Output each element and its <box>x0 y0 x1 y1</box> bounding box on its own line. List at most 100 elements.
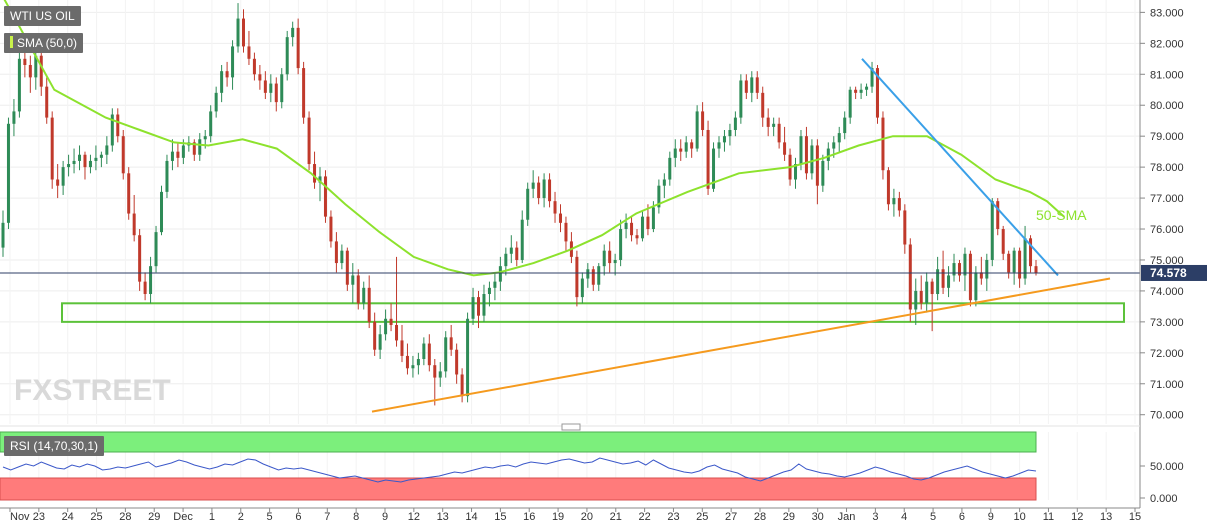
x-tick-label: 9 <box>988 511 994 523</box>
candle-body <box>837 133 841 143</box>
candle-body <box>750 77 754 93</box>
candle-body <box>220 71 224 93</box>
candle-body <box>826 148 830 161</box>
candle-body <box>444 337 448 372</box>
candle-body <box>722 136 726 143</box>
candle-body <box>673 148 677 158</box>
x-tick-label: Jan <box>838 511 856 523</box>
sma-legend[interactable]: SMA (50,0) <box>4 33 84 53</box>
candle-body <box>619 229 623 260</box>
candle-body <box>345 250 349 285</box>
candle-body <box>695 111 699 149</box>
candle-body <box>94 157 98 161</box>
x-tick-label: 6 <box>295 511 301 523</box>
candle-body <box>657 185 661 208</box>
candle-body <box>231 46 235 78</box>
price-tick-label: 73.000 <box>1150 317 1184 329</box>
candle-body <box>395 324 399 341</box>
candle-body <box>591 269 595 285</box>
candle-body <box>968 253 972 301</box>
x-tick-label: 28 <box>119 511 131 523</box>
candle-body <box>99 154 103 158</box>
last-price-badge <box>1141 264 1207 281</box>
candle-body <box>165 160 169 192</box>
candle-body <box>520 219 524 260</box>
rsi-tick-label: 0.000 <box>1150 493 1178 505</box>
candle-body <box>280 74 284 103</box>
candle-body <box>17 58 21 112</box>
instrument-label[interactable]: WTI US OIL <box>4 6 81 26</box>
x-tick-label: 29 <box>148 511 160 523</box>
candle-body <box>996 201 1000 230</box>
candle-body <box>422 343 426 360</box>
x-tick-label: 23 <box>33 511 45 523</box>
candle-body <box>258 74 262 81</box>
support-zone <box>61 302 1125 323</box>
candle-body <box>159 191 164 233</box>
candle-body <box>804 136 808 174</box>
candle-body <box>313 164 317 183</box>
candle-body <box>897 198 901 211</box>
price-tick-label: 77.000 <box>1150 193 1184 205</box>
candle-body <box>668 157 672 180</box>
candle-body <box>23 58 27 65</box>
candle-body <box>6 123 10 223</box>
x-tick-label: 15 <box>494 511 506 523</box>
candle-body <box>405 355 409 369</box>
x-tick-label: 1 <box>209 511 215 523</box>
x-tick-label: 25 <box>90 511 102 523</box>
candle-body <box>487 287 491 295</box>
candle-body <box>176 151 180 158</box>
candle-body <box>241 18 245 47</box>
pane-resize-handle <box>561 423 581 431</box>
candle-body <box>493 281 497 288</box>
candle-body <box>411 365 415 369</box>
x-tick-label: 15 <box>1129 511 1141 523</box>
candle-body <box>728 129 732 137</box>
candle-body <box>739 80 743 118</box>
candle-body <box>564 222 568 242</box>
candle-body <box>143 281 147 295</box>
x-tick-label: 19 <box>552 511 564 523</box>
candle-body <box>635 235 639 239</box>
candle-body <box>416 359 420 366</box>
candle-body <box>548 179 552 202</box>
candle-body <box>427 343 431 366</box>
instrument-label-text: WTI US OIL <box>10 9 75 23</box>
candle-body <box>706 129 710 189</box>
rsi-legend-text: RSI (14,70,30,1) <box>10 439 99 453</box>
watermark: FXSTREET <box>14 374 171 407</box>
candle-body <box>875 68 880 118</box>
candle-body <box>291 27 295 38</box>
x-tick-label: 5 <box>267 511 273 523</box>
x-tick-label: 4 <box>901 511 907 523</box>
candle-body <box>1 222 5 248</box>
rsi-legend[interactable]: RSI (14,70,30,1) <box>4 436 105 456</box>
candle-body <box>602 250 606 267</box>
candle-body <box>389 318 393 325</box>
candle-body <box>717 142 721 149</box>
candle-body <box>553 201 557 214</box>
candle-body <box>526 188 530 220</box>
candle-body <box>586 269 590 279</box>
candle-body <box>558 213 562 223</box>
candle-body <box>269 83 273 93</box>
candle-body <box>203 136 207 140</box>
candle-body <box>236 18 240 47</box>
x-tick-label: 21 <box>610 511 622 523</box>
x-tick-label: 11 <box>1043 511 1054 523</box>
x-tick-label: Nov <box>10 511 30 523</box>
candle-body <box>1029 238 1033 267</box>
price-tick-label: 83.000 <box>1150 7 1184 19</box>
candle-body <box>957 263 961 276</box>
rsi-line <box>2 457 1037 483</box>
candle-body <box>903 210 907 245</box>
candle-body <box>755 77 759 93</box>
candle-body <box>170 151 174 161</box>
x-tick-label: 12 <box>1071 511 1083 523</box>
candle-body <box>373 321 377 350</box>
candle-body <box>181 145 185 158</box>
candle-body <box>662 179 666 186</box>
candle-body <box>886 170 890 205</box>
